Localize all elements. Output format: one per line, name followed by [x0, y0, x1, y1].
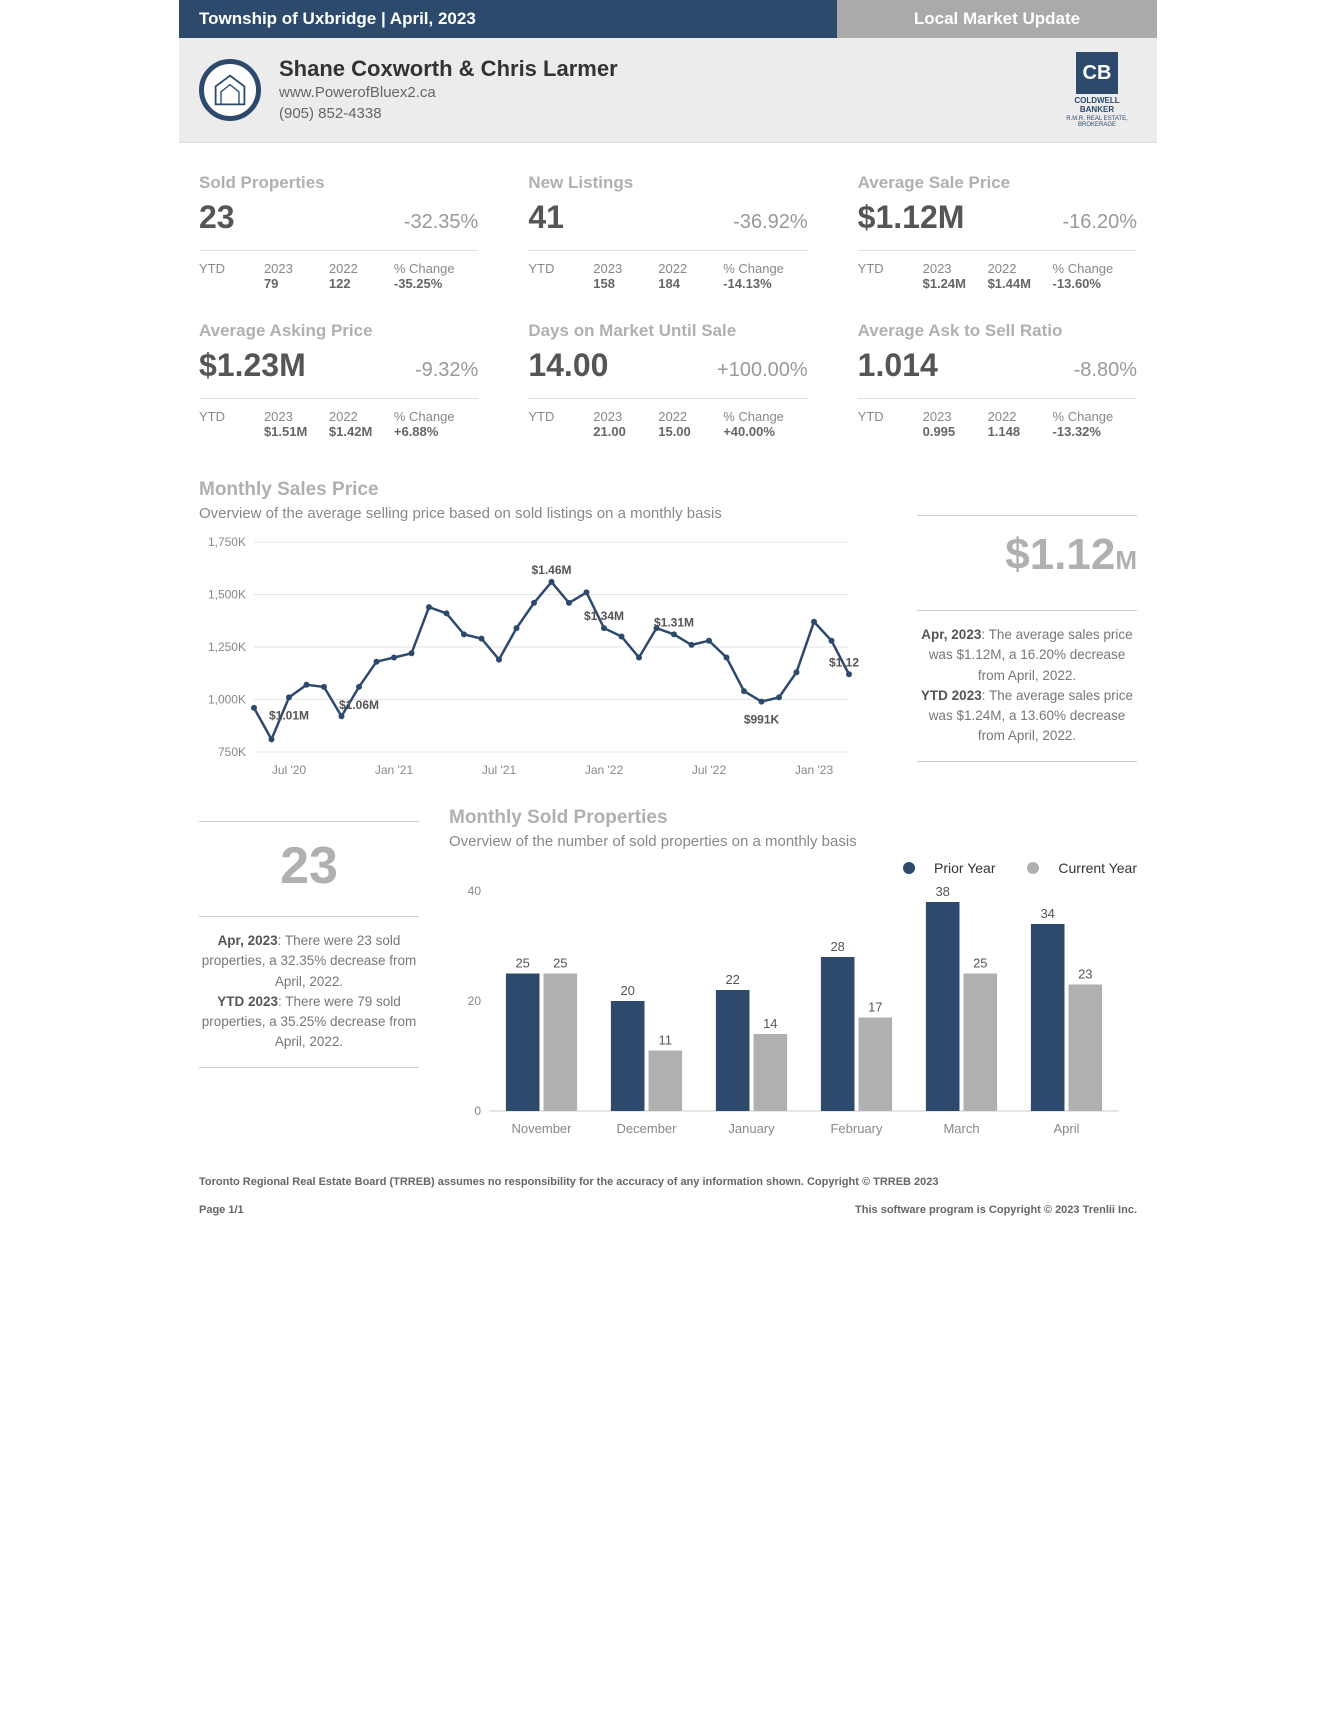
- metric-change: -36.92%: [733, 211, 808, 234]
- svg-text:1,750K: 1,750K: [208, 535, 246, 549]
- svg-text:34: 34: [1040, 906, 1054, 921]
- svg-text:25: 25: [973, 956, 987, 971]
- brand-line: COLDWELL: [1057, 96, 1137, 105]
- svg-text:Jul '21: Jul '21: [482, 763, 517, 777]
- metric-change: -16.20%: [1063, 211, 1138, 234]
- svg-text:20: 20: [468, 994, 482, 1008]
- svg-text:$1.12M: $1.12M: [829, 655, 859, 669]
- svg-text:January: January: [728, 1121, 775, 1136]
- svg-text:28: 28: [830, 939, 844, 954]
- svg-text:$1.06M: $1.06M: [339, 698, 379, 712]
- metric-change: +100.00%: [717, 359, 808, 382]
- metric-value: 14.00: [528, 347, 608, 384]
- svg-text:750K: 750K: [218, 745, 246, 759]
- svg-text:April: April: [1053, 1121, 1079, 1136]
- brand-line: BANKER: [1057, 105, 1137, 114]
- svg-text:$1.01M: $1.01M: [269, 708, 309, 722]
- metric-title: New Listings: [528, 173, 807, 193]
- agent-logo-icon: [199, 59, 261, 121]
- metric-title: Average Asking Price: [199, 321, 478, 341]
- metric-card: Average Asking Price $1.23M -9.32% YTD20…: [199, 321, 478, 439]
- svg-text:$1.31M: $1.31M: [654, 615, 694, 629]
- bar-chart-subtitle: Overview of the number of sold propertie…: [449, 833, 1137, 850]
- footer-copyright: This software program is Copyright © 202…: [855, 1204, 1137, 1216]
- svg-text:23: 23: [1078, 967, 1092, 982]
- footer-page: Page 1/1: [199, 1204, 244, 1216]
- svg-text:$991K: $991K: [744, 713, 780, 727]
- bar-chart-title: Monthly Sold Properties: [449, 807, 1137, 829]
- svg-text:1,250K: 1,250K: [208, 640, 246, 654]
- metric-title: Average Ask to Sell Ratio: [858, 321, 1137, 341]
- metric-value: 23: [199, 199, 235, 236]
- svg-text:Jan '21: Jan '21: [375, 763, 414, 777]
- bar-legend: Prior Year Current Year: [449, 860, 1137, 877]
- svg-text:February: February: [830, 1121, 883, 1136]
- top-bar: Township of Uxbridge | April, 2023 Local…: [179, 0, 1157, 38]
- metric-value: 41: [528, 199, 564, 236]
- svg-text:38: 38: [935, 884, 949, 899]
- metric-card: Days on Market Until Sale 14.00 +100.00%…: [528, 321, 807, 439]
- svg-text:Jul '22: Jul '22: [692, 763, 727, 777]
- legend-prior: Prior Year: [934, 860, 995, 876]
- metric-card: Average Ask to Sell Ratio 1.014 -8.80% Y…: [858, 321, 1137, 439]
- svg-text:20: 20: [620, 983, 634, 998]
- agent-row: Shane Coxworth & Chris Larmer www.Powero…: [179, 38, 1157, 143]
- svg-text:22: 22: [725, 972, 739, 987]
- metric-card: Average Sale Price $1.12M -16.20% YTD202…: [858, 173, 1137, 291]
- svg-text:1,500K: 1,500K: [208, 588, 246, 602]
- line-side-text: Apr, 2023: The average sales price was $…: [917, 625, 1137, 747]
- agent-url: www.PowerofBluex2.ca: [279, 82, 1057, 103]
- svg-text:40: 40: [468, 884, 482, 898]
- line-chart-subtitle: Overview of the average selling price ba…: [199, 505, 887, 522]
- svg-text:Jul '20: Jul '20: [272, 763, 307, 777]
- metric-change: -9.32%: [415, 359, 478, 382]
- svg-text:0: 0: [474, 1104, 481, 1118]
- bar-chart: 0 20 40 25 25 November 20 11 December 22 14 January…: [449, 881, 1129, 1141]
- legend-current: Current Year: [1058, 860, 1137, 876]
- agent-phone: (905) 852-4338: [279, 103, 1057, 124]
- footer-disclaimer: Toronto Regional Real Estate Board (TRRE…: [179, 1156, 1157, 1194]
- svg-text:Jan '22: Jan '22: [585, 763, 624, 777]
- metric-card: Sold Properties 23 -32.35% YTD20232022% …: [199, 173, 478, 291]
- line-chart-title: Monthly Sales Price: [199, 479, 1137, 501]
- agent-name: Shane Coxworth & Chris Larmer: [279, 56, 1057, 82]
- metric-value: $1.23M: [199, 347, 306, 384]
- metric-title: Days on Market Until Sale: [528, 321, 807, 341]
- metric-change: -8.80%: [1074, 359, 1137, 382]
- metric-value: 1.014: [858, 347, 938, 384]
- bar-big-value: 23: [199, 836, 419, 896]
- svg-text:11: 11: [659, 1033, 673, 1048]
- metric-change: -32.35%: [404, 211, 479, 234]
- svg-text:14: 14: [763, 1016, 777, 1031]
- svg-text:1,000K: 1,000K: [208, 693, 246, 707]
- svg-text:March: March: [943, 1121, 979, 1136]
- brand-line: R.M.R. REAL ESTATE, BROKERAGE: [1057, 116, 1137, 128]
- metric-title: Sold Properties: [199, 173, 478, 193]
- svg-text:25: 25: [515, 956, 529, 971]
- location-title: Township of Uxbridge | April, 2023: [179, 0, 837, 38]
- bar-side-text: Apr, 2023: There were 23 sold properties…: [199, 931, 419, 1053]
- metric-card: New Listings 41 -36.92% YTD20232022% Cha…: [528, 173, 807, 291]
- svg-text:November: November: [512, 1121, 573, 1136]
- line-big-value: $1.12M: [917, 530, 1137, 580]
- brand-logo: CB COLDWELL BANKER R.M.R. REAL ESTATE, B…: [1057, 52, 1137, 128]
- svg-text:December: December: [617, 1121, 678, 1136]
- svg-text:$1.34M: $1.34M: [584, 609, 624, 623]
- line-chart: 750K 1,000K 1,250K 1,500K 1,750K Jul '20 Jan '…: [199, 532, 859, 782]
- metric-value: $1.12M: [858, 199, 965, 236]
- metric-title: Average Sale Price: [858, 173, 1137, 193]
- svg-text:$1.46M: $1.46M: [531, 563, 571, 577]
- report-subtitle: Local Market Update: [837, 0, 1157, 38]
- svg-text:17: 17: [868, 1000, 882, 1015]
- metrics-grid: Sold Properties 23 -32.35% YTD20232022% …: [179, 143, 1157, 449]
- svg-text:25: 25: [553, 956, 567, 971]
- svg-text:Jan '23: Jan '23: [795, 763, 834, 777]
